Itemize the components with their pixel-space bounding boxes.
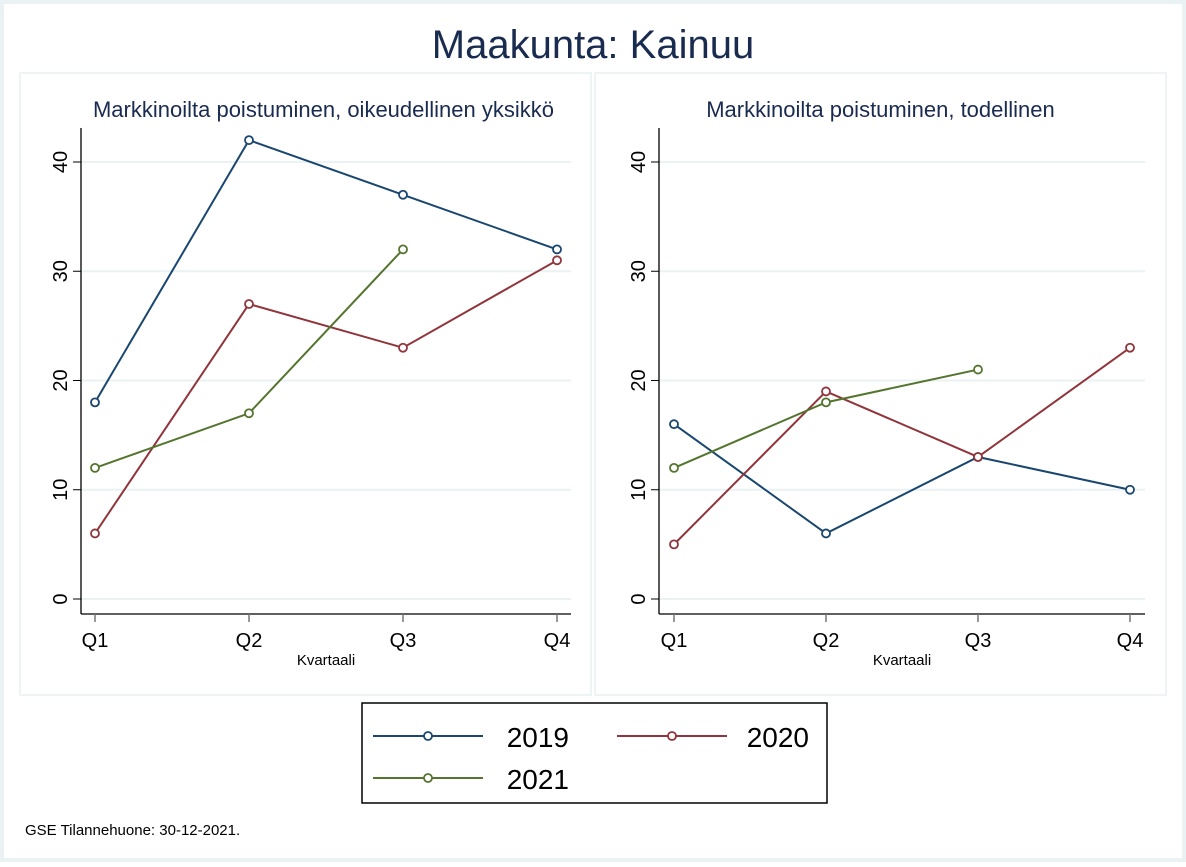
legend-label: 2020 — [747, 722, 809, 753]
panel-frame — [19, 72, 592, 696]
data-point-2020 — [552, 255, 562, 266]
data-point-2021 — [244, 408, 254, 419]
legend-swatch-marker — [423, 773, 433, 783]
data-point-2019 — [1125, 484, 1135, 495]
x-tick-label: Q2 — [813, 630, 840, 652]
legend-item-2021: 2021 — [373, 764, 569, 795]
x-tick-label: Q1 — [82, 630, 109, 652]
data-point-2021 — [669, 462, 679, 473]
data-point-2019 — [821, 528, 831, 539]
legend-label: 2019 — [507, 722, 569, 753]
y-tick-label: 40 — [628, 151, 650, 173]
series-line-2019 — [94, 138, 558, 403]
data-point-2021 — [821, 397, 831, 408]
x-axis-label: Kvartaali — [297, 652, 355, 669]
series-line-2020 — [673, 346, 1131, 546]
legend-box — [361, 702, 828, 804]
y-tick-label: 10 — [50, 479, 72, 501]
x-tick-label: Q3 — [965, 630, 992, 652]
legend-label: 2021 — [507, 764, 569, 795]
data-point-2020 — [1125, 342, 1135, 353]
legend-swatch-marker — [667, 731, 677, 741]
data-point-2021 — [398, 244, 408, 255]
y-tick-label: 40 — [50, 151, 72, 173]
x-tick-label: Q2 — [236, 630, 263, 652]
series-line-2020 — [94, 259, 558, 535]
data-point-2019 — [669, 419, 679, 430]
series-line-2019 — [673, 423, 1131, 535]
data-point-2021 — [90, 462, 100, 473]
y-tick-label: 10 — [628, 479, 650, 501]
x-tick-label: Q4 — [1117, 630, 1144, 652]
panel-title: Markkinoilta poistuminen, todellinen — [706, 97, 1055, 122]
legend-item-2020: 2020 — [617, 722, 809, 753]
data-point-2020 — [90, 528, 100, 539]
panel-1: Markkinoilta poistuminen, oikeudellinen … — [19, 72, 592, 696]
y-tick-label: 20 — [50, 369, 72, 391]
footer-note: GSE Tilannehuone: 30-12-2021. — [25, 822, 240, 839]
y-tick-label: 0 — [628, 593, 650, 604]
y-tick-label: 30 — [50, 260, 72, 282]
x-tick-label: Q1 — [661, 630, 688, 652]
data-point-2020 — [821, 386, 831, 397]
data-point-2020 — [244, 299, 254, 309]
x-tick-label: Q3 — [390, 630, 417, 652]
panel-2: Markkinoilta poistuminen, todellinen 0 10 2… — [594, 72, 1167, 696]
data-point-2019 — [398, 189, 408, 200]
y-tick-label: 30 — [628, 260, 650, 282]
data-point-2020 — [669, 539, 679, 550]
panel-title: Markkinoilta poistuminen, oikeudellinen … — [93, 97, 554, 122]
y-tick-label: 20 — [628, 369, 650, 391]
data-point-2019 — [552, 244, 562, 255]
figure-title: Maakunta: Kainuu — [432, 23, 754, 67]
y-tick-label: 0 — [50, 593, 72, 604]
x-axis-label: Kvartaali — [873, 652, 931, 669]
data-point-2019 — [244, 135, 254, 146]
panel-frame — [594, 72, 1167, 696]
data-point-2020 — [973, 452, 983, 462]
data-point-2021 — [973, 364, 983, 375]
legend-swatch-marker — [423, 731, 433, 741]
data-point-2020 — [398, 342, 408, 353]
x-tick-label: Q4 — [544, 630, 571, 652]
legend-item-2019: 2019 — [373, 722, 569, 753]
data-point-2019 — [90, 397, 100, 408]
